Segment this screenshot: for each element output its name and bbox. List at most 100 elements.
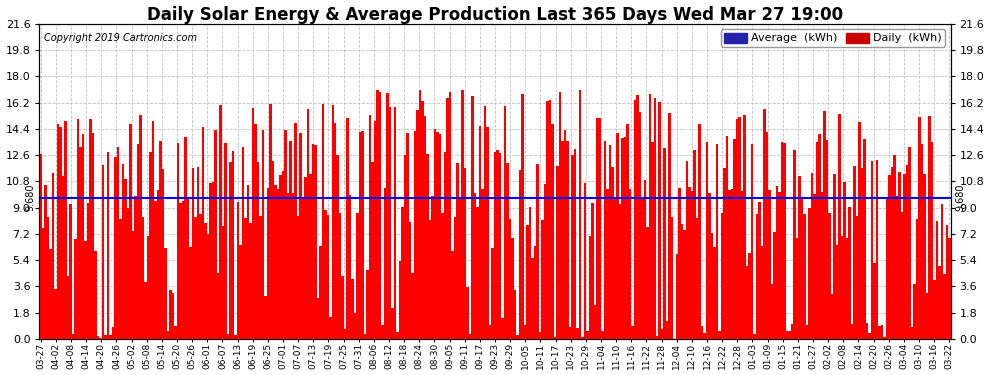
Bar xyxy=(434,129,437,339)
Text: 9.680: 9.680 xyxy=(955,184,965,211)
Bar xyxy=(386,93,389,339)
Bar xyxy=(773,232,776,339)
Bar xyxy=(112,327,114,339)
Bar xyxy=(868,333,870,339)
Bar xyxy=(878,327,881,339)
Bar xyxy=(616,134,619,339)
Bar xyxy=(750,144,753,339)
Bar xyxy=(561,141,563,339)
Bar xyxy=(279,175,281,339)
Bar xyxy=(396,332,399,339)
Bar xyxy=(351,279,354,339)
Bar xyxy=(546,101,548,339)
Bar xyxy=(813,194,816,339)
Bar xyxy=(284,130,286,339)
Bar xyxy=(594,304,596,339)
Bar xyxy=(614,198,616,339)
Bar xyxy=(586,330,589,339)
Bar xyxy=(788,331,791,339)
Bar xyxy=(189,246,192,339)
Bar xyxy=(514,290,516,339)
Bar xyxy=(711,233,714,339)
Bar xyxy=(399,261,401,339)
Bar xyxy=(791,324,793,339)
Bar xyxy=(476,207,479,339)
Bar xyxy=(504,106,506,339)
Bar xyxy=(563,129,566,339)
Bar xyxy=(658,102,661,339)
Bar xyxy=(527,225,529,339)
Bar xyxy=(427,154,429,339)
Bar xyxy=(376,90,379,339)
Bar xyxy=(589,236,591,339)
Bar xyxy=(114,157,117,339)
Bar xyxy=(811,173,813,339)
Bar xyxy=(501,318,504,339)
Bar xyxy=(709,193,711,339)
Bar xyxy=(237,202,240,339)
Bar xyxy=(940,204,943,339)
Bar xyxy=(571,155,573,339)
Bar xyxy=(745,266,748,339)
Bar xyxy=(82,134,84,339)
Bar xyxy=(753,334,755,339)
Bar xyxy=(653,98,656,339)
Bar xyxy=(371,162,374,339)
Bar xyxy=(479,126,481,339)
Bar xyxy=(666,321,668,339)
Bar xyxy=(274,184,276,339)
Bar xyxy=(97,336,99,339)
Bar xyxy=(888,175,891,339)
Bar xyxy=(151,120,154,339)
Bar xyxy=(309,174,312,339)
Bar xyxy=(771,284,773,339)
Bar xyxy=(166,330,169,339)
Bar xyxy=(863,139,865,339)
Bar xyxy=(177,143,179,339)
Bar xyxy=(461,90,463,339)
Bar xyxy=(142,217,145,339)
Bar xyxy=(542,220,544,339)
Legend: Average  (kWh), Daily  (kWh): Average (kWh), Daily (kWh) xyxy=(721,29,945,47)
Bar xyxy=(87,203,89,339)
Bar xyxy=(417,110,419,339)
Bar xyxy=(584,183,586,339)
Bar xyxy=(739,117,741,339)
Bar xyxy=(906,165,908,339)
Bar xyxy=(117,147,120,339)
Bar xyxy=(793,150,796,339)
Bar xyxy=(219,105,222,339)
Bar xyxy=(466,287,469,339)
Bar xyxy=(566,141,568,339)
Bar xyxy=(778,192,781,339)
Bar xyxy=(651,142,653,339)
Bar xyxy=(77,119,79,339)
Bar xyxy=(256,162,259,339)
Bar xyxy=(381,325,384,339)
Bar xyxy=(678,188,681,339)
Bar xyxy=(329,317,332,339)
Bar xyxy=(768,190,771,339)
Bar xyxy=(893,155,896,339)
Bar xyxy=(489,325,491,339)
Bar xyxy=(448,92,451,339)
Bar xyxy=(94,251,97,339)
Bar xyxy=(229,162,232,339)
Bar xyxy=(424,116,427,339)
Bar xyxy=(631,326,634,339)
Bar xyxy=(169,290,171,339)
Bar xyxy=(51,173,54,339)
Bar xyxy=(235,335,237,339)
Bar xyxy=(691,191,693,339)
Bar xyxy=(763,109,766,339)
Bar xyxy=(896,196,898,339)
Bar xyxy=(79,147,82,339)
Bar xyxy=(671,217,673,339)
Bar xyxy=(401,207,404,339)
Bar xyxy=(389,106,391,339)
Bar xyxy=(926,292,928,339)
Bar xyxy=(334,123,337,339)
Bar xyxy=(681,224,683,339)
Bar xyxy=(758,202,761,339)
Bar xyxy=(683,230,686,339)
